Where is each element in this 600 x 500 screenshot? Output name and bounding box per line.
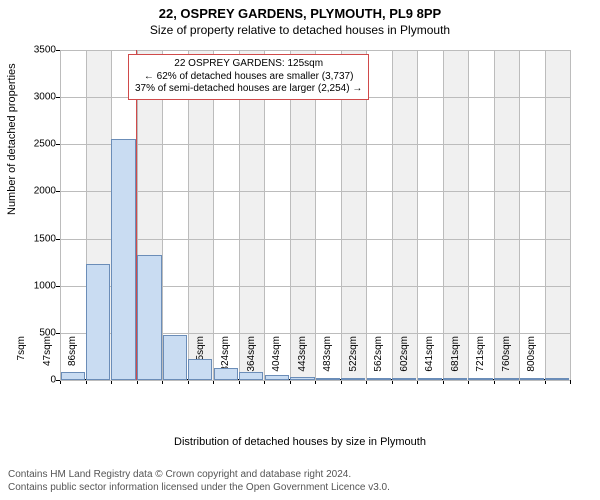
grid-line-vertical [290, 50, 291, 380]
y-tick-label: 3500 [34, 45, 60, 56]
histogram-bar [494, 378, 518, 380]
grid-line-vertical [392, 50, 393, 380]
x-tick-label: 522sqm [348, 336, 359, 382]
grid-line-vertical [264, 50, 265, 380]
histogram-bar [341, 378, 365, 380]
grid-line-vertical [188, 50, 189, 380]
grid-line-vertical [341, 50, 342, 380]
grid-line-vertical [60, 50, 61, 380]
x-tick-label: 800sqm [526, 336, 537, 382]
histogram-bar [86, 264, 110, 380]
callout-smaller: ← 62% of detached houses are smaller (3,… [135, 71, 362, 84]
grid-line-vertical [315, 50, 316, 380]
grid-line-vertical [494, 50, 495, 380]
x-tick-label: 443sqm [297, 336, 308, 382]
histogram-bar [239, 372, 263, 380]
x-tick-label: 760sqm [501, 336, 512, 382]
histogram-bar [188, 359, 212, 380]
grid-line-vertical [162, 50, 163, 380]
x-tick-label: 721sqm [475, 336, 486, 382]
grid-line-vertical [213, 50, 214, 380]
grid-line-vertical [545, 50, 546, 380]
y-tick-label: 1000 [34, 280, 60, 291]
grid-line-vertical [570, 50, 571, 380]
title-main: 22, OSPREY GARDENS, PLYMOUTH, PL9 8PP [0, 0, 600, 21]
y-tick-label: 1500 [34, 233, 60, 244]
histogram-bar [316, 378, 340, 380]
histogram-bar [111, 139, 135, 380]
grid-band [392, 50, 418, 380]
y-tick-label: 2500 [34, 139, 60, 150]
histogram-bar [468, 378, 492, 380]
x-tick-label: 681sqm [450, 336, 461, 382]
x-tick-label: 483sqm [322, 336, 333, 382]
grid-line-vertical [443, 50, 444, 380]
grid-line-vertical [468, 50, 469, 380]
grid-band [494, 50, 520, 380]
callout-larger: 37% of semi-detached houses are larger (… [135, 83, 362, 96]
grid-band [443, 50, 469, 380]
grid-band [290, 50, 316, 380]
y-tick-label: 500 [39, 327, 60, 338]
grid-line-vertical [239, 50, 240, 380]
grid-band [188, 50, 214, 380]
histogram-bar [163, 335, 187, 380]
plot-area: 7sqm47sqm86sqm126sqm166sqm205sqm245sqm28… [60, 50, 570, 380]
histogram-bar [367, 378, 391, 380]
histogram-bar [214, 368, 238, 380]
footer-line: Contains HM Land Registry data © Crown c… [8, 468, 390, 481]
property-marker-line [136, 50, 137, 380]
y-tick-label: 0 [50, 375, 60, 386]
histogram-bar [265, 375, 289, 380]
histogram-bar [290, 377, 314, 380]
grid-band [545, 50, 571, 380]
x-tick-label: 562sqm [373, 336, 384, 382]
histogram-bar [443, 378, 467, 380]
x-axis-label: Distribution of detached houses by size … [0, 436, 600, 448]
grid-line-vertical [417, 50, 418, 380]
y-tick-label: 3000 [34, 92, 60, 103]
callout-title: 22 OSPREY GARDENS: 125sqm [135, 58, 362, 71]
grid-line-vertical [519, 50, 520, 380]
y-tick-label: 2000 [34, 186, 60, 197]
footer-line: Contains public sector information licen… [8, 481, 390, 494]
callout-box: 22 OSPREY GARDENS: 125sqm← 62% of detach… [128, 54, 369, 100]
histogram-bar [520, 378, 544, 380]
grid-line-horizontal [60, 380, 570, 381]
grid-line-vertical [366, 50, 367, 380]
x-tick [570, 380, 571, 384]
y-axis-label: Number of detached properties [6, 63, 18, 215]
title-sub: Size of property relative to detached ho… [0, 21, 600, 37]
grid-band [239, 50, 265, 380]
x-tick-label: 602sqm [399, 336, 410, 382]
histogram-bar [392, 378, 416, 380]
histogram-bar [545, 378, 569, 380]
grid-band [341, 50, 367, 380]
x-tick-label: 641sqm [424, 336, 435, 382]
histogram-bar [137, 255, 161, 380]
x-tick-label: 7sqm [16, 336, 27, 382]
histogram-bar [418, 378, 442, 380]
histogram-bar [61, 372, 85, 380]
chart-container: 22, OSPREY GARDENS, PLYMOUTH, PL9 8PP Si… [0, 0, 600, 500]
footer-attribution: Contains HM Land Registry data © Crown c… [8, 468, 390, 494]
